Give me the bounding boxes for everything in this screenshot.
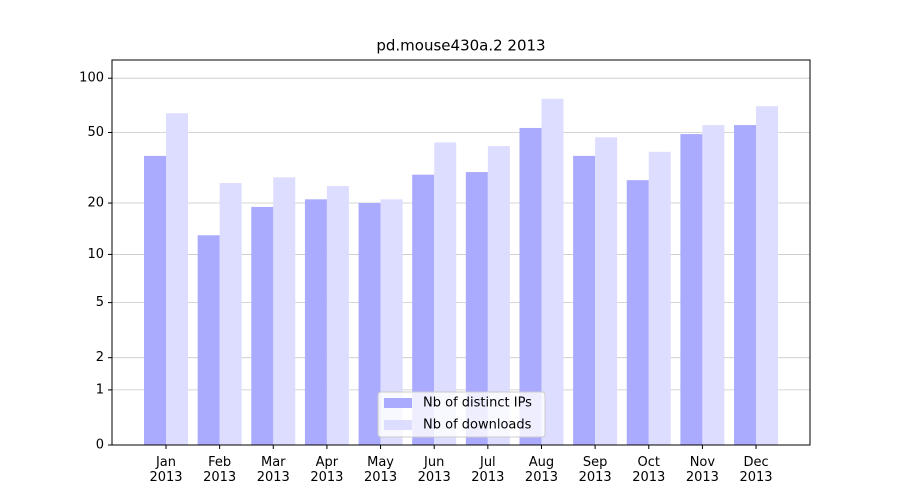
y-tick-label: 1	[96, 382, 104, 397]
x-tick-label: Dec 2013	[739, 455, 772, 485]
bar	[434, 142, 457, 445]
bars	[144, 98, 779, 446]
bar	[573, 155, 596, 445]
bar	[304, 199, 327, 445]
y-tick-label: 10	[87, 247, 104, 262]
y-tick-label: 100	[79, 71, 104, 86]
bar	[326, 186, 349, 445]
bar	[626, 180, 649, 445]
y-tick-label: 5	[96, 295, 104, 310]
x-tick-label: Oct 2013	[632, 455, 665, 485]
x-tick-label: Feb 2013	[203, 455, 236, 485]
bar	[487, 146, 510, 445]
bar	[756, 106, 779, 445]
x-tick-label: Jul 2013	[471, 455, 504, 485]
bar	[166, 113, 188, 446]
plot-frame	[111, 59, 811, 446]
bar	[197, 235, 220, 445]
chart-title: pd.mouse430a.2 2013	[376, 37, 545, 55]
bar	[219, 183, 242, 445]
legend-label: Nb of distinct IPs	[423, 396, 532, 411]
x-tick-label: Apr 2013	[310, 455, 343, 485]
y-tick-label: 0	[96, 438, 104, 453]
bar	[680, 134, 703, 445]
legend-swatch	[384, 420, 412, 430]
bar	[251, 206, 274, 445]
legend-label: Nb of downloads	[423, 418, 532, 433]
x-tick-label: Aug 2013	[525, 455, 558, 485]
bar	[144, 155, 166, 445]
bar	[273, 177, 296, 445]
x-tick-label: Jan 2013	[149, 455, 182, 485]
x-tick-label: May 2013	[364, 455, 397, 485]
x-tick-label: Sep 2013	[579, 455, 612, 485]
y-tick-label: 20	[87, 196, 104, 211]
bar	[595, 137, 618, 446]
x-tick-label: Jun 2013	[418, 455, 451, 485]
bar	[702, 125, 725, 445]
bar	[519, 127, 542, 445]
bar	[734, 125, 757, 445]
bar	[358, 203, 381, 445]
bar	[541, 98, 564, 445]
legend-swatch	[384, 398, 412, 408]
y-tick-label: 50	[87, 125, 104, 140]
legend-box	[377, 391, 546, 438]
bar	[380, 199, 403, 445]
x-tick-label: Nov 2013	[686, 455, 719, 485]
y-tick-label: 2	[96, 350, 104, 365]
bar	[648, 151, 671, 445]
bar	[465, 172, 488, 445]
x-tick-label: Mar 2013	[257, 455, 290, 485]
bar	[412, 174, 435, 445]
